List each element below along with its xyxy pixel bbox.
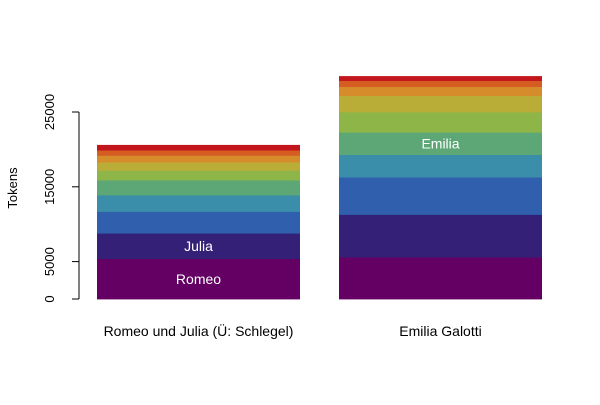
bar-segment — [339, 257, 542, 300]
bar-segment — [339, 112, 542, 133]
segment-label: Julia — [184, 238, 213, 254]
category-label: Romeo und Julia (Ü: Schlegel) — [104, 322, 294, 339]
bar-segment — [97, 211, 300, 234]
y-tick-label: 25000 — [42, 94, 57, 130]
bar-segment — [339, 214, 542, 258]
y-axis: 0 5000 15000 25000 — [42, 94, 80, 303]
y-axis-title: Tokens — [5, 167, 20, 209]
category-label: Emilia Galotti — [399, 323, 481, 339]
segment-label: Emilia — [421, 135, 459, 151]
segment-label: Romeo — [176, 271, 221, 287]
bar-segment — [97, 155, 300, 163]
bar-segment — [339, 95, 542, 113]
bar-segment — [97, 170, 300, 181]
bar-segment — [97, 162, 300, 171]
segment-labels-layer: Romeo Julia Emilia — [176, 135, 460, 286]
bar-segment — [97, 150, 300, 156]
category-labels-layer: Romeo und Julia (Ü: Schlegel) Emilia Galo… — [104, 322, 482, 339]
bar-segment — [97, 233, 300, 260]
y-tick-label: 15000 — [42, 169, 57, 205]
bar-segment — [339, 86, 542, 96]
bar-segment — [339, 80, 542, 87]
y-tick-label: 0 — [42, 295, 57, 302]
y-tick-label: 5000 — [42, 247, 57, 276]
bars-layer — [97, 76, 542, 300]
bar-segment — [339, 154, 542, 178]
bar-segment — [97, 180, 300, 196]
bar-segment — [97, 195, 300, 212]
bar-segment — [97, 258, 300, 300]
bar-segment — [339, 177, 542, 215]
bar-segment — [97, 144, 300, 151]
bar-segment — [339, 76, 542, 81]
bar-segment — [339, 132, 542, 156]
